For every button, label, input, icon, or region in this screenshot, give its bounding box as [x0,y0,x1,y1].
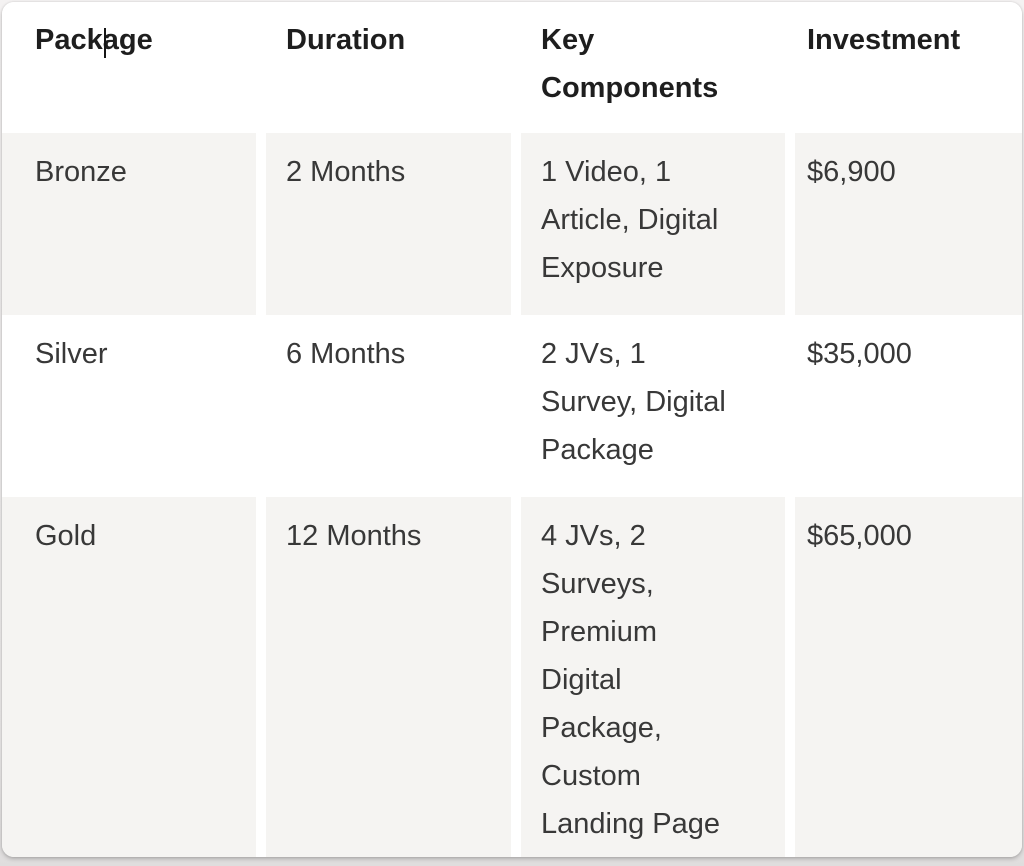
column-header-investment[interactable]: Investment [785,2,1022,133]
column-header-package-label: Package [35,24,153,56]
cell-bronze-key-components[interactable]: 1 Video, 1 Article, Digital Exposure [511,133,790,315]
cell-gold-duration[interactable]: 12 Months [256,497,516,857]
cell-silver-duration[interactable]: 6 Months [256,315,516,497]
cell-bronze-package[interactable]: Bronze [2,133,261,315]
column-header-investment-label: Investment [807,24,961,56]
cell-gold-investment[interactable]: $65,000 [785,497,1022,857]
table-row-silver: Silver 6 Months 2 JVs, 1 Survey, Digital… [2,315,1022,497]
cell-silver-investment[interactable]: $35,000 [785,315,1022,497]
column-header-duration-label: Duration [286,24,406,56]
cell-bronze-investment[interactable]: $6,900 [785,133,1022,315]
column-header-package[interactable]: Package [2,2,261,133]
cell-silver-package[interactable]: Silver [35,338,108,370]
column-header-key-components[interactable]: Key Components [511,2,790,133]
table-row-bronze: Bronze 2 Months 1 Video, 1 Article, Digi… [2,133,1022,315]
cell-gold-package[interactable]: Gold [2,497,261,857]
column-header-key-components-label: Key Components [541,24,719,104]
cell-bronze-duration[interactable]: 2 Months [256,133,516,315]
table-row-gold: Gold 12 Months 4 JVs, 2 Surveys, Premium… [2,497,1022,857]
cell-gold-key-components[interactable]: 4 JVs, 2 Surveys, Premium Digital Packag… [511,497,790,857]
header-row: Package Duration Key Components Investme… [2,2,1022,133]
text-cursor-caret [104,28,106,58]
cell-silver-key-components[interactable]: 2 JVs, 1 Survey, Digital Package [511,315,790,497]
column-header-duration[interactable]: Duration [256,2,516,133]
